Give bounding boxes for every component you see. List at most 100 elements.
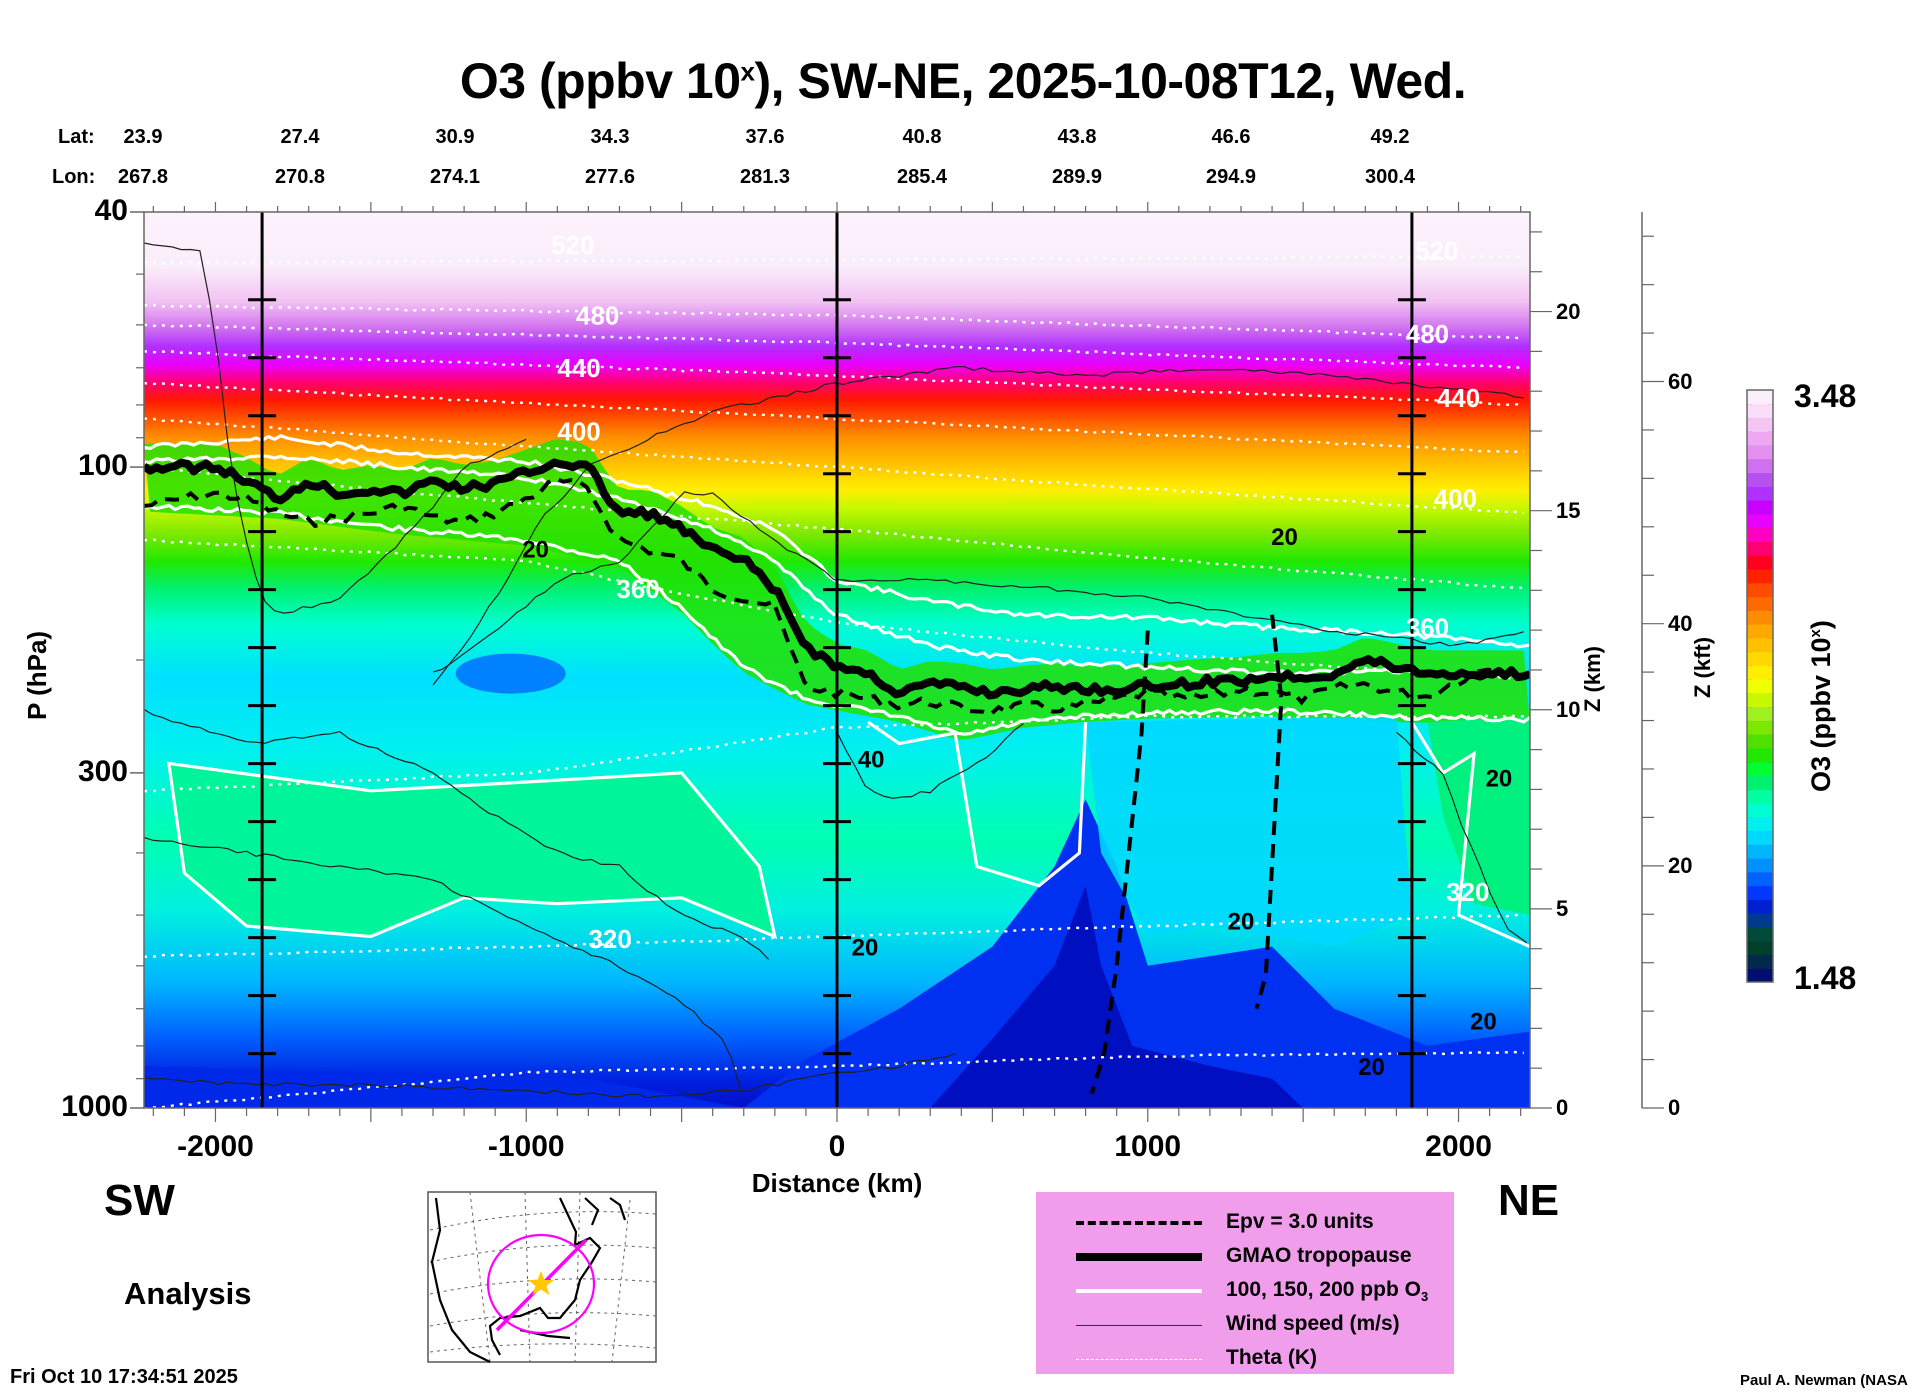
colorbar-swatch — [1747, 651, 1773, 666]
theta-label: 320 — [1446, 877, 1489, 907]
longitude-value: 270.8 — [274, 166, 326, 188]
title-text: O3 (ppbv 10 — [459, 53, 741, 109]
profile-marker-line — [248, 212, 277, 1108]
colorbar-swatch — [1747, 885, 1773, 900]
colorbar-frame — [1746, 389, 1774, 983]
wind-speed-label: 20 — [1470, 1008, 1497, 1035]
colorbar-swatch — [1747, 789, 1773, 804]
colorbar-swatch — [1747, 555, 1773, 570]
direction-sw-label: SW — [104, 1176, 175, 1225]
z-km-axis-title: Z (km) — [1580, 646, 1605, 712]
legend-label: Theta (K) — [1226, 1346, 1317, 1369]
theta-line-440 — [144, 350, 1524, 407]
latitude-value: 34.3 — [590, 126, 630, 148]
longitude-value: 267.8 — [117, 166, 169, 188]
colorbar-swatch — [1747, 940, 1773, 955]
legend: Epv = 3.0 units GMAO tropopause 100, 150… — [1036, 1192, 1454, 1374]
colorbar-max-label: 3.48 — [1794, 378, 1857, 414]
wind-speed-contour — [144, 836, 742, 1091]
z-kft-tick-label: 0 — [1668, 1095, 1681, 1120]
legend-item-wind: Wind speed (m/s) — [1036, 1308, 1454, 1342]
theta-label: 520 — [1415, 236, 1458, 266]
legend-item-tropopause: GMAO tropopause — [1036, 1240, 1454, 1274]
surface-blue-region — [144, 1066, 744, 1108]
x-tick-label: 1000 — [1114, 1130, 1182, 1163]
colorbar-swatch — [1747, 871, 1773, 887]
colorbar-swatch — [1747, 403, 1773, 419]
lon-label: Lon: — [52, 166, 96, 188]
colorbar-swatch — [1747, 899, 1773, 914]
legend-label: Epv = 3.0 units — [1226, 1210, 1374, 1233]
theta-label: 480 — [576, 300, 619, 330]
colorbar-title-text: O3 (ppbv 10 — [1806, 637, 1836, 792]
z-km-tick-label: 15 — [1556, 497, 1581, 523]
colorbar-swatch — [1747, 527, 1773, 542]
legend-item-o3-contours: 100, 150, 200 ppb O3 — [1036, 1274, 1454, 1308]
y-tick-label: 300 — [77, 754, 128, 788]
theta-line-360 — [144, 538, 1525, 682]
longitude-value: 300.4 — [1364, 166, 1416, 188]
theta-label: 520 — [551, 230, 594, 260]
very-low-ozone-region — [930, 885, 1304, 1108]
map-inset — [427, 1191, 657, 1363]
map-range-circle — [486, 1233, 596, 1335]
wind-speed-label: 20 — [1358, 1054, 1385, 1081]
map-coastlines — [430, 1197, 627, 1363]
colorbar-min-label: 1.48 — [1794, 960, 1857, 996]
theta-label: 440 — [557, 353, 600, 383]
z-kft-axis-title: Z (kft) — [1690, 636, 1715, 698]
theta-label: 360 — [1406, 613, 1449, 643]
timestamp: Fri Oct 10 17:34:51 2025 — [10, 1366, 238, 1388]
wind-speed-contour — [144, 708, 770, 960]
latitude-value: 30.9 — [435, 126, 475, 148]
light-blue-region — [1085, 716, 1412, 947]
latitude-value: 40.8 — [902, 126, 942, 148]
colorbar-swatch — [1747, 692, 1773, 708]
colorbar-swatch — [1747, 417, 1773, 432]
upper-blue-blob — [455, 653, 566, 694]
x-tick-label: 2000 — [1425, 1130, 1492, 1163]
chart-title: O3 (ppbv 10x), SW-NE, 2025-10-08T12, Wed… — [0, 52, 1926, 110]
legend-swatch-thick — [1076, 1253, 1202, 1261]
theta-label: 440 — [1437, 383, 1480, 413]
latitude-value: 46.6 — [1211, 126, 1251, 148]
colorbar-swatch — [1747, 458, 1773, 474]
theta-line-380 — [144, 466, 1524, 590]
colorbar-swatch — [1747, 472, 1773, 487]
colorbar-swatch — [1747, 445, 1773, 460]
epv-contour — [144, 476, 1528, 717]
legend-swatch-dotted — [1076, 1359, 1202, 1360]
wind-speed-contour — [432, 366, 1524, 686]
z-km-tick-label: 20 — [1556, 298, 1581, 324]
wind-speed-contour — [1396, 731, 1528, 944]
wind-speed-label: 20 — [852, 935, 879, 962]
colorbar-swatch — [1747, 390, 1773, 405]
title-superscript: x — [740, 56, 755, 87]
colorbar-title-sup: x — [1807, 629, 1824, 638]
colorbar-swatch — [1747, 596, 1773, 611]
theta-line-400 — [144, 417, 1524, 515]
wind-speed-label: 20 — [1486, 765, 1513, 792]
colorbar-swatch — [1747, 734, 1773, 749]
colorbar-title: O3 (ppbv 10x) — [1806, 620, 1837, 792]
z-km-tick-label: 10 — [1556, 696, 1581, 722]
colorbar-swatch — [1747, 816, 1773, 832]
colorbar-swatch — [1747, 706, 1773, 721]
colorbar-swatch — [1747, 775, 1773, 790]
z-km-tick-label: 5 — [1556, 895, 1569, 921]
longitude-value: 285.4 — [896, 166, 948, 188]
wind-speed-contour — [836, 723, 1024, 799]
legend-label: GMAO tropopause — [1226, 1244, 1412, 1267]
colorbar-swatch — [1747, 913, 1773, 928]
legend-label-text: 100, 150, 200 ppb O — [1226, 1278, 1421, 1301]
wind-speed-contour — [432, 491, 1524, 673]
z-kft-tick-label: 40 — [1668, 610, 1693, 636]
colorbar-swatch — [1747, 431, 1773, 446]
colorbar-swatch — [1747, 541, 1773, 556]
legend-label: Wind speed (m/s) — [1226, 1312, 1400, 1335]
x-tick-label: -2000 — [177, 1130, 254, 1163]
colorbar-swatch — [1747, 720, 1773, 735]
longitude-value: 277.6 — [584, 166, 636, 188]
longitude-value: 294.9 — [1205, 166, 1257, 188]
legend-swatch-white — [1076, 1289, 1202, 1293]
